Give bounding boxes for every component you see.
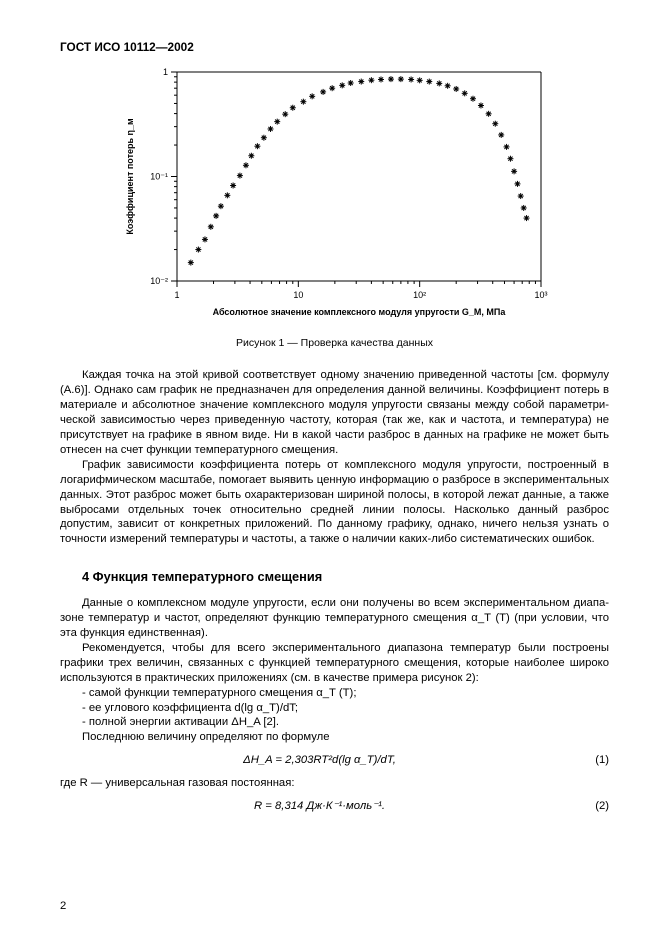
page-number: 2: [60, 899, 66, 914]
list-item: - полной энергии активации ΔH_A [2].: [60, 715, 609, 730]
formula-1-number: (1): [579, 753, 609, 768]
svg-text:10: 10: [293, 290, 303, 300]
formula-1: ΔH_A = 2,303RT²d(lg α_T)/dT, (1): [60, 753, 609, 768]
svg-text:10⁻²: 10⁻²: [150, 276, 168, 286]
scatter-chart-svg: 1 10 10² 10³ 10⁻² 10⁻¹ 1 Абсолютное значение ко…: [115, 62, 555, 327]
svg-text:1: 1: [174, 290, 179, 300]
figure-1-chart: 1 10 10² 10³ 10⁻² 10⁻¹ 1 Абсолютное значение ко…: [115, 62, 555, 327]
document-header: ГОСТ ИСО 10112—2002: [60, 40, 609, 56]
body-paragraph: Последнюю величину определяют по формуле: [60, 730, 609, 745]
formula-2: R = 8,314 Дж·К⁻¹·моль⁻¹. (2): [60, 799, 609, 814]
where-clause: где R — универсальная газовая постоянная…: [60, 776, 609, 791]
svg-text:10⁻¹: 10⁻¹: [150, 171, 168, 181]
formula-1-expression: ΔH_A = 2,303RT²d(lg α_T)/dT,: [60, 753, 579, 768]
svg-text:Абсолютное значение комплексно: Абсолютное значение комплексного модуля …: [212, 307, 506, 317]
svg-text:Коэффициент потерь η_м: Коэффициент потерь η_м: [125, 118, 135, 235]
svg-text:10³: 10³: [534, 290, 547, 300]
formula-2-number: (2): [579, 799, 609, 814]
formula-2-expression: R = 8,314 Дж·К⁻¹·моль⁻¹.: [60, 799, 579, 814]
svg-text:1: 1: [162, 67, 167, 77]
body-paragraph: Рекомендуется, чтобы для всего экспериме…: [60, 641, 609, 686]
svg-text:10²: 10²: [413, 290, 426, 300]
body-paragraph: График зависимости коэффициента потерь о…: [60, 458, 609, 547]
list-item: - самой функции температурного смещения …: [60, 686, 609, 701]
body-paragraph: Данные о комплексном модуле упругости, е…: [60, 596, 609, 641]
section-4-title: 4 Функция температурного смещения: [82, 569, 609, 586]
body-paragraph: Каждая точка на этой кривой соответствуе…: [60, 368, 609, 457]
figure-1-caption: Рисунок 1 — Проверка качества данных: [60, 337, 609, 351]
list-item: - ее углового коэффициента d(lg α_T)/dT;: [60, 701, 609, 716]
